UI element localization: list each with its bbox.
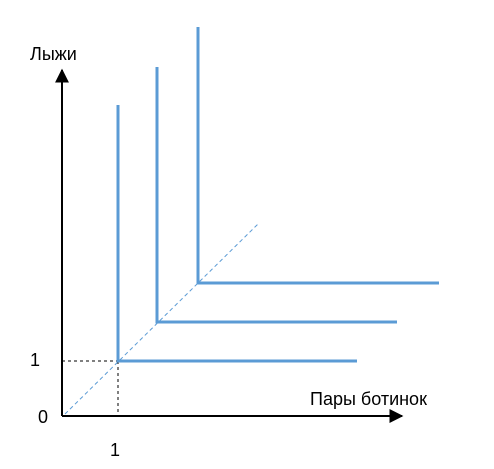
y-axis-label: Лыжи bbox=[30, 44, 77, 64]
indifference-curve-2 bbox=[155, 67, 397, 324]
x-axis-label: Пары ботинок bbox=[310, 389, 427, 409]
indifference-curve-3 bbox=[196, 27, 439, 285]
guide-ray bbox=[64, 223, 259, 415]
indifference-curve-1 bbox=[116, 105, 357, 363]
x-tick-label: 1 bbox=[110, 440, 120, 460]
origin-label: 0 bbox=[38, 407, 48, 427]
y-tick-label: 1 bbox=[30, 350, 40, 370]
